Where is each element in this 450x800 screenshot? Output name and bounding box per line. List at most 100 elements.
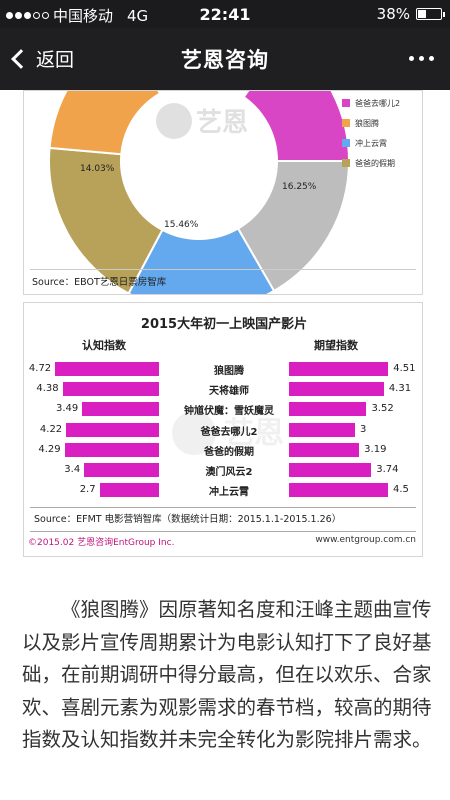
status-bar: 中国移动 4G 22:41 38% xyxy=(0,0,450,28)
watermark-logo: 艺恩 xyxy=(172,411,284,455)
awareness-value: 4.38 xyxy=(36,383,59,395)
legend-label: 爸爸的假期 xyxy=(355,158,395,168)
awareness-value: 4.72 xyxy=(28,363,52,374)
expectation-bar xyxy=(289,382,384,397)
page-title: 艺恩咨询 xyxy=(181,48,269,72)
expectation-value: 4.31 xyxy=(388,383,412,395)
legend-item: 狼图腾 xyxy=(342,113,400,133)
left-axis-label: 认知指数 xyxy=(82,339,126,352)
signal-dot xyxy=(6,12,13,19)
signal-dot xyxy=(42,12,49,19)
awareness-bar xyxy=(66,422,159,437)
expectation-value: 4.51 xyxy=(393,363,416,374)
awareness-bar xyxy=(64,442,159,457)
signal-dot xyxy=(24,12,31,19)
status-left: 中国移动 4G xyxy=(6,5,148,26)
signal-strength-icon xyxy=(6,12,49,19)
status-right: 38% xyxy=(376,5,445,23)
right-axis-label: 期望指数 xyxy=(314,339,358,352)
bar-chart-figure: 艺恩 2015大年初一上映国产影片 认知指数 期望指数 4.72 狼图腾 4.51 4… xyxy=(23,302,423,557)
chart-source: Source：EBOT艺恩日票房智库 xyxy=(32,277,167,288)
movie-name: 冲上云霄 xyxy=(209,487,249,499)
network-type: 4G xyxy=(127,6,149,25)
signal-dot xyxy=(33,12,40,19)
battery-icon xyxy=(416,8,445,20)
movie-name: 钟馗伏魔：雪妖魔灵 xyxy=(184,406,274,418)
legend-swatch xyxy=(342,159,350,167)
awareness-value: 3.49 xyxy=(55,403,79,415)
expectation-bar xyxy=(289,463,372,477)
more-button[interactable] xyxy=(409,46,434,61)
divider xyxy=(30,269,416,270)
awareness-bar xyxy=(62,382,159,397)
legend-item: 爸爸的假期 xyxy=(342,153,400,173)
watermark-text: 艺恩 xyxy=(224,416,284,451)
movie-name: 狼图腾 xyxy=(214,366,244,377)
watermark-logo: 艺恩 xyxy=(156,103,248,139)
awareness-value: 4.22 xyxy=(39,423,63,435)
legend-swatch xyxy=(342,99,350,107)
expectation-bar xyxy=(289,483,388,498)
battery-percent: 38% xyxy=(376,5,410,23)
expectation-value: 3.52 xyxy=(371,403,394,415)
expectation-value: 3.74 xyxy=(376,464,399,475)
expectation-value: 3 xyxy=(360,423,367,435)
back-button[interactable]: 返回 xyxy=(10,45,74,72)
chart-source: Source：EFMT 电影营销智库（数据统计日期：2015.1.1-2015.… xyxy=(34,514,342,525)
expectation-value: 3.19 xyxy=(364,443,387,455)
bar-row: 3.4 澳门风云2 3.74 xyxy=(24,461,422,479)
pie-slice-olive xyxy=(48,146,164,294)
legend-item: 冲上云霄 xyxy=(342,133,400,153)
expectation-bar xyxy=(289,402,367,417)
bar-row: 4.72 狼图腾 4.51 xyxy=(24,360,422,378)
awareness-value: 3.4 xyxy=(64,464,81,475)
bar-row: 3.49 钟馗伏魔：雪妖魔灵 3.52 xyxy=(24,400,422,418)
bar-row: 4.22 爸爸去哪儿2 3 xyxy=(24,421,422,439)
legend-label: 爸爸去哪儿2 xyxy=(355,98,401,108)
expectation-bar xyxy=(289,362,389,376)
legend-swatch xyxy=(342,139,350,147)
legend-swatch xyxy=(342,119,350,127)
movie-name: 爸爸去哪儿2 xyxy=(200,426,258,438)
awareness-bar xyxy=(99,483,159,498)
signal-dot xyxy=(15,12,22,19)
pie-value-label: 15.46% xyxy=(164,220,199,230)
legend-item: 爸爸去哪儿2 xyxy=(342,93,400,113)
more-dot-icon xyxy=(409,56,414,61)
legend-label: 狼图腾 xyxy=(355,118,379,128)
clock: 22:41 xyxy=(199,5,251,24)
pie-slice-orange xyxy=(48,91,162,156)
chart-title: 2015大年初一上映国产影片 xyxy=(140,317,308,332)
awareness-bar xyxy=(84,463,159,477)
article-content[interactable]: 艺恩 16.25% 15.46% 14.03% 爸爸去哪儿2 狼图腾 冲上云霄 爸爸的假期 … xyxy=(0,90,450,800)
expectation-value: 4.5 xyxy=(393,484,409,496)
copyright-text: ©2015.02 艺恩咨询EntGroup Inc. xyxy=(28,538,175,548)
movie-name: 爸爸的假期 xyxy=(204,446,254,458)
nav-bar: 返回 艺恩咨询 xyxy=(0,28,450,90)
bar-row: 4.29 爸爸的假期 3.19 xyxy=(24,441,422,459)
back-label: 返回 xyxy=(36,49,75,71)
movie-name: 澳门风云2 xyxy=(205,467,253,478)
bar-row: 4.38 天将雄师 4.31 xyxy=(24,380,422,398)
awareness-value: 4.29 xyxy=(38,443,61,455)
divider xyxy=(30,531,416,532)
pie-chart-figure: 艺恩 16.25% 15.46% 14.03% 爸爸去哪儿2 狼图腾 冲上云霄 爸爸的假期 … xyxy=(23,90,423,295)
divider xyxy=(30,507,416,508)
legend-label: 冲上云霄 xyxy=(355,138,387,148)
pie-slice-pink xyxy=(242,91,351,162)
pie-value-label: 16.25% xyxy=(282,182,317,192)
watermark-text: 艺恩 xyxy=(196,108,248,138)
more-dot-icon xyxy=(429,56,434,61)
bar-row: 2.7 冲上云霄 4.5 xyxy=(24,481,422,499)
expectation-bar xyxy=(289,442,360,457)
website-text: www.entgroup.com.cn xyxy=(315,535,416,545)
article-paragraph: 《狼图腾》因原著知名度和汪峰主题曲宣传以及影片宣传周期累计为电影认知打下了良好基… xyxy=(22,598,432,751)
awareness-bar xyxy=(82,402,159,417)
awareness-value: 2.7 xyxy=(79,484,96,496)
expectation-bar xyxy=(289,422,355,437)
more-dot-icon xyxy=(419,56,424,61)
awareness-bar xyxy=(55,362,159,376)
pie-legend: 爸爸去哪儿2 狼图腾冲上云霄爸爸的假期 xyxy=(342,93,400,173)
pie-value-label: 14.03% xyxy=(80,164,115,174)
carrier-name: 中国移动 xyxy=(53,7,114,25)
